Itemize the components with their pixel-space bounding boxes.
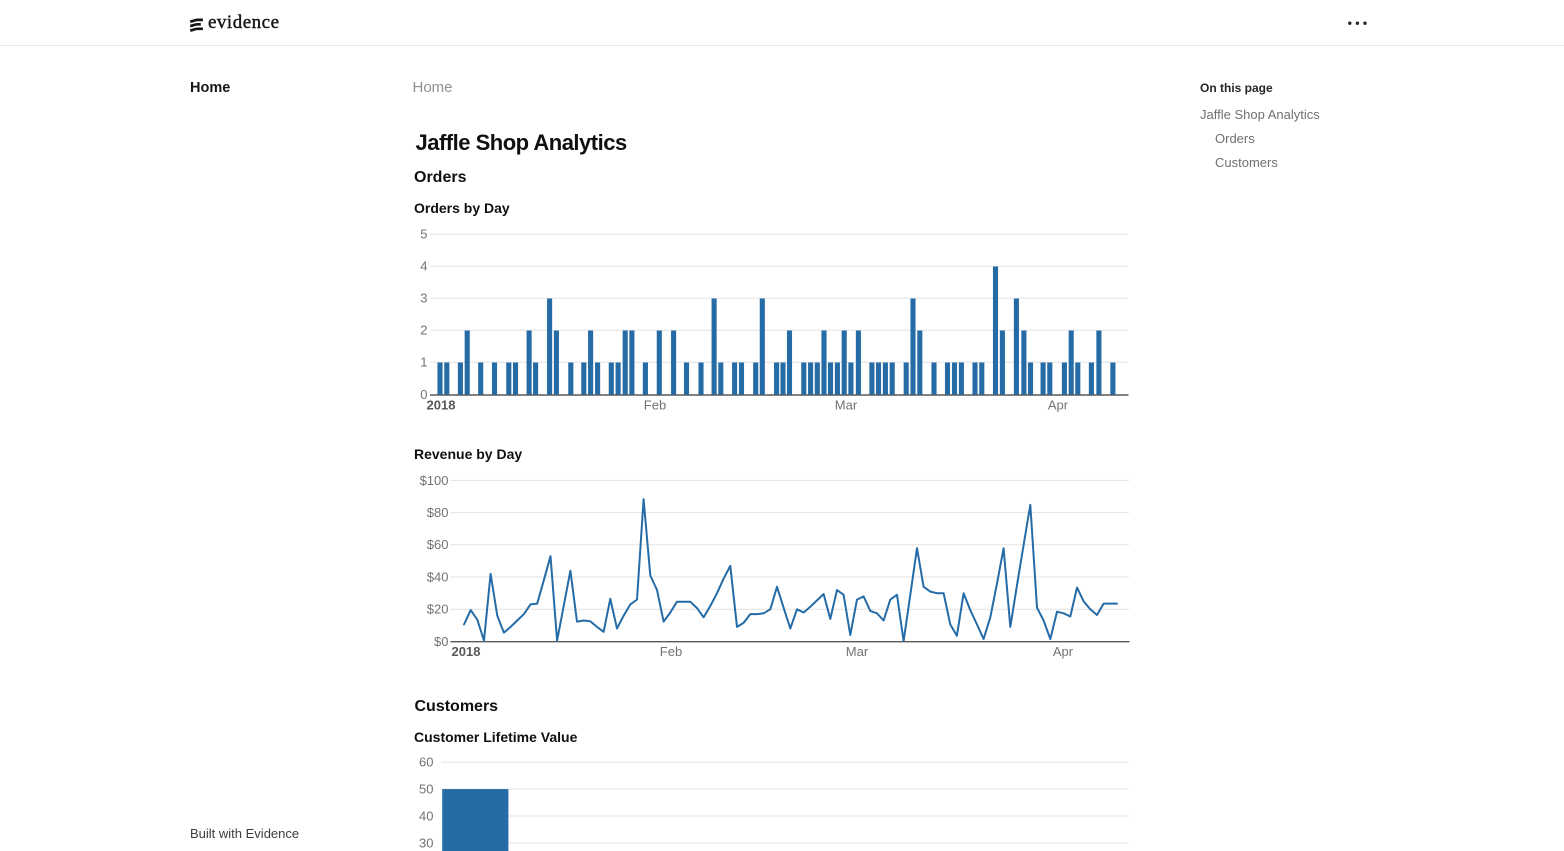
svg-text:Feb: Feb	[644, 398, 666, 413]
svg-text:Mar: Mar	[835, 398, 858, 413]
svg-text:50: 50	[419, 782, 433, 797]
svg-text:60: 60	[419, 755, 433, 770]
svg-text:Apr: Apr	[1053, 644, 1074, 659]
svg-text:1: 1	[420, 355, 427, 370]
svg-text:2: 2	[420, 323, 427, 338]
svg-text:2018: 2018	[427, 398, 456, 413]
svg-text:30: 30	[419, 835, 433, 850]
svg-text:$80: $80	[427, 505, 449, 520]
svg-text:Apr: Apr	[1048, 398, 1069, 413]
svg-text:Feb: Feb	[660, 644, 682, 659]
svg-text:Mar: Mar	[846, 644, 869, 659]
svg-text:$0: $0	[434, 634, 448, 649]
svg-text:$20: $20	[427, 602, 449, 617]
svg-text:0: 0	[420, 387, 427, 402]
svg-text:40: 40	[419, 808, 433, 823]
svg-text:5: 5	[420, 227, 427, 242]
svg-text:4: 4	[420, 259, 427, 274]
svg-text:2018: 2018	[452, 644, 481, 659]
svg-text:3: 3	[420, 291, 427, 306]
svg-text:$40: $40	[427, 569, 449, 584]
svg-text:$60: $60	[427, 537, 449, 552]
svg-text:$100: $100	[420, 473, 449, 488]
